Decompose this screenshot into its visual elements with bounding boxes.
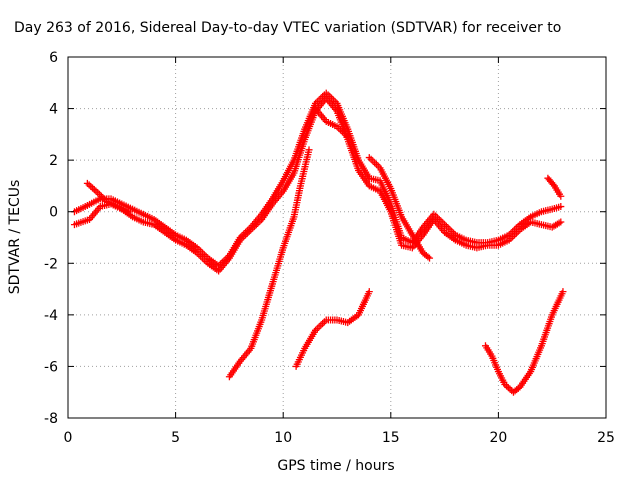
y-tick-label: -6: [44, 359, 58, 375]
data-point: [317, 321, 325, 329]
data-point: [365, 288, 373, 296]
plot-points: [70, 89, 567, 396]
x-tick-label: 25: [597, 430, 615, 446]
data-point: [426, 254, 434, 262]
series-4: [311, 105, 352, 141]
data-point: [344, 133, 352, 141]
x-tick-label: 5: [171, 430, 180, 446]
y-tick-label: 0: [49, 205, 58, 221]
data-point: [305, 146, 313, 154]
data-point: [512, 229, 520, 237]
data-point: [367, 155, 375, 163]
plot-frame: [67, 56, 607, 419]
data-point: [557, 218, 565, 226]
data-point: [559, 288, 567, 296]
x-tick-label: 20: [489, 430, 507, 446]
data-point: [124, 208, 132, 216]
series-7: [225, 146, 313, 381]
x-axis-label: GPS time / hours: [277, 458, 394, 474]
series-2: [70, 94, 565, 275]
y-tick-label: 6: [49, 50, 58, 66]
data-point: [424, 253, 432, 261]
series-8: [292, 288, 373, 370]
y-tick-label: -8: [44, 411, 58, 427]
y-tick-label: 2: [49, 153, 58, 169]
data-point: [315, 323, 323, 331]
series-9: [481, 288, 567, 396]
series-5: [365, 154, 434, 262]
x-tick-label: 10: [274, 430, 292, 446]
data-point: [365, 154, 373, 162]
series-6: [544, 174, 565, 200]
data-point: [511, 231, 519, 239]
data-point: [549, 180, 557, 188]
data-point: [319, 319, 327, 327]
series-3: [83, 179, 132, 216]
x-tick-label: 15: [382, 430, 400, 446]
data-point: [372, 160, 380, 168]
y-tick-label: 4: [49, 102, 58, 118]
data-point: [320, 318, 328, 326]
chart-title: Day 263 of 2016, Sidereal Day-to-day VTE…: [14, 20, 561, 36]
data-point: [200, 256, 208, 264]
data-point: [509, 233, 517, 241]
x-tick-label: 0: [64, 430, 73, 446]
chart-grid: [68, 57, 606, 418]
y-tick-label: -4: [44, 308, 58, 324]
axis-ticks: 0 5 10 15 20 25 -8 -6 -4 -2 0 2 4 6: [44, 50, 615, 446]
data-point: [197, 252, 205, 260]
data-point: [557, 203, 565, 211]
y-axis-label: SDTVAR / TECUs: [7, 180, 23, 295]
y-tick-label: -2: [44, 256, 58, 272]
data-point: [94, 189, 102, 197]
data-point: [557, 192, 565, 200]
data-point: [369, 157, 377, 165]
data-point: [199, 254, 206, 262]
